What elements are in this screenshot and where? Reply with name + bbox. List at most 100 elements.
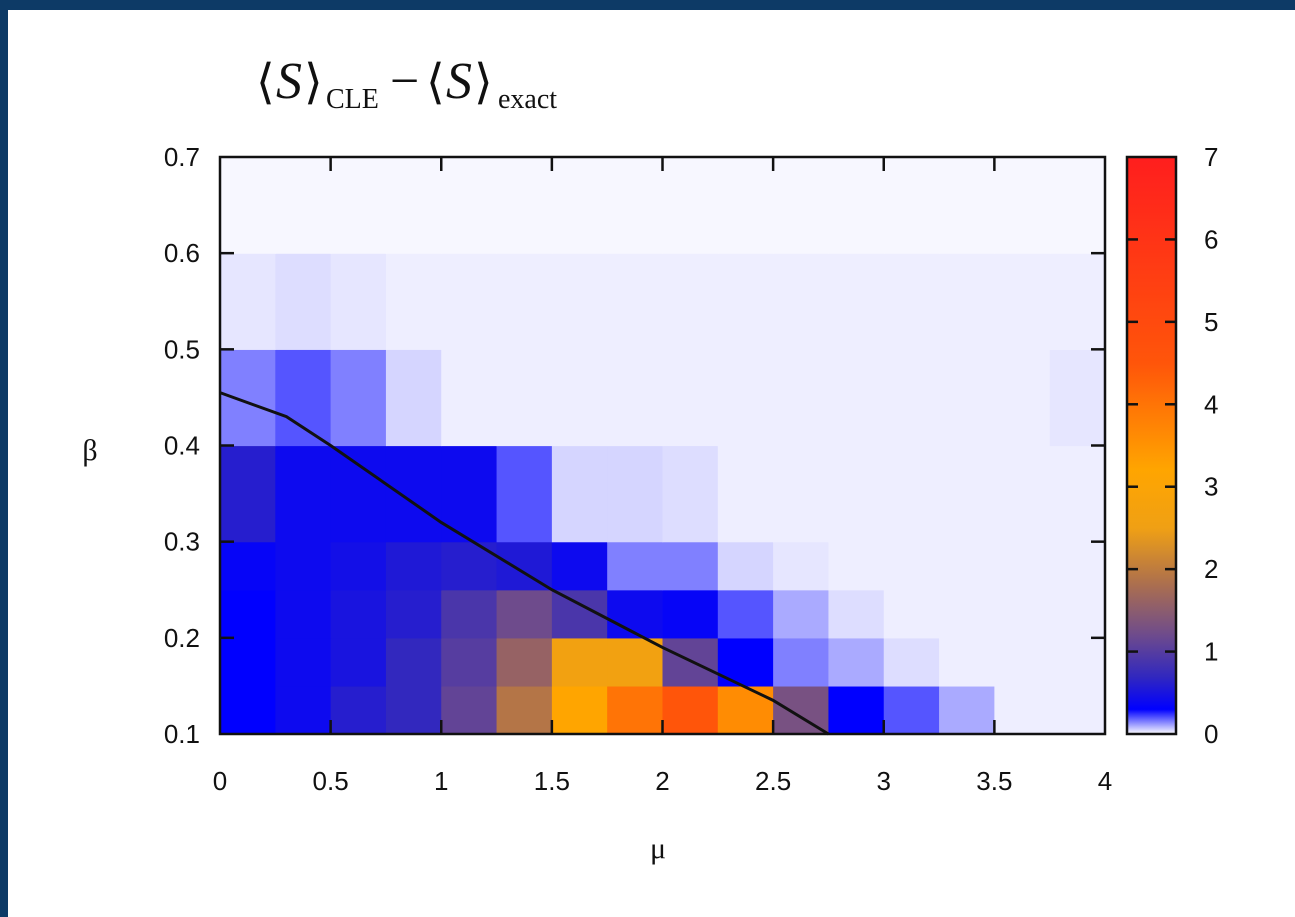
x-tick-label: 0 <box>213 766 227 796</box>
phase-boundary-line <box>219 391 830 736</box>
heatmap-cell <box>717 253 774 350</box>
heatmap-cell <box>441 589 498 639</box>
heatmap-cell <box>330 685 387 735</box>
colorbar-tick-label: 0 <box>1204 719 1218 749</box>
chart-frame: ⟨ S ⟩ CLE − ⟨ S ⟩ exact 0 0.5 1 1.5 2 2.5 3 3.5… <box>8 10 1295 917</box>
heatmap-cell <box>607 157 664 254</box>
title-minus: − <box>390 53 419 110</box>
heatmap-cell <box>883 253 940 350</box>
heatmap-cell <box>1049 589 1106 639</box>
heatmap-cell <box>441 541 498 591</box>
heatmap-cell <box>662 349 719 447</box>
heatmap-cell <box>662 541 719 591</box>
heatmap-cell <box>551 685 608 735</box>
heatmap-cell <box>994 589 1051 639</box>
heatmap-cell <box>220 349 276 447</box>
heatmap-cell <box>496 349 553 447</box>
heatmap-cell <box>939 445 995 543</box>
heatmap-cell <box>607 685 664 735</box>
colorbar-tick-label: 4 <box>1204 389 1218 419</box>
heatmap-cell <box>828 685 885 735</box>
heatmap-cell <box>662 445 719 543</box>
heatmap-cell <box>441 157 498 254</box>
heatmap-cell <box>662 589 719 639</box>
heatmap-cell <box>385 253 442 350</box>
heatmap-cell <box>220 637 276 687</box>
heatmap-cell <box>994 157 1051 254</box>
heatmap-cell <box>330 445 387 543</box>
heatmap-cell <box>994 253 1051 350</box>
x-axis-label: μ <box>650 832 666 865</box>
axis-ticks <box>220 157 1105 734</box>
x-tick-label: 3 <box>877 766 891 796</box>
heatmap-cell <box>496 445 553 543</box>
heatmap-cell <box>607 589 664 639</box>
x-tick-labels: 0 0.5 1 1.5 2 2.5 3 3.5 4 <box>213 766 1112 796</box>
heatmap-cell <box>275 541 332 591</box>
heatmap-cell <box>717 157 774 254</box>
heatmap-cell <box>220 589 276 639</box>
heatmap-cell <box>883 637 940 687</box>
heatmap-cell <box>385 445 442 543</box>
heatmap-cell <box>773 685 830 735</box>
heatmap-cell <box>496 253 553 350</box>
heatmap-cell <box>551 157 608 254</box>
heatmap-cell <box>441 253 498 350</box>
heatmap-cell <box>496 589 553 639</box>
heatmap-cell <box>994 541 1051 591</box>
heatmap-cell <box>220 541 276 591</box>
heatmap-cell <box>939 541 995 591</box>
colorbar-tick-label: 7 <box>1204 142 1218 172</box>
colorbar-ticks <box>1127 238 1176 653</box>
heatmap-cell <box>385 637 442 687</box>
heatmap-cell <box>717 541 774 591</box>
heatmap-cell <box>330 589 387 639</box>
heatmap-cell <box>385 157 442 254</box>
heatmap-cell <box>662 253 719 350</box>
heatmap-cell <box>385 349 442 447</box>
heatmap-cell <box>1049 541 1106 591</box>
heatmap-cell <box>883 589 940 639</box>
heatmap-cell <box>220 253 276 350</box>
heatmap-cells <box>220 157 1106 735</box>
heatmap-cell <box>330 157 387 254</box>
y-tick-labels: 0.1 0.2 0.3 0.4 0.5 0.6 0.7 <box>164 142 200 749</box>
heatmap-cell <box>1049 349 1106 447</box>
heatmap-cell <box>275 349 332 447</box>
heatmap-cell <box>385 589 442 639</box>
heatmap-cell <box>883 157 940 254</box>
heatmap-cell <box>607 637 664 687</box>
y-tick-label: 0.7 <box>164 142 200 172</box>
y-tick-label: 0.1 <box>164 719 200 749</box>
x-tick-label: 2 <box>655 766 669 796</box>
y-tick-label: 0.2 <box>164 623 200 653</box>
y-tick-label: 0.4 <box>164 431 200 461</box>
heatmap-cell <box>496 541 553 591</box>
heatmap-cell <box>496 685 553 735</box>
title-angle-close-2: ⟩ <box>474 56 493 109</box>
heatmap-cell <box>1049 253 1106 350</box>
heatmap-cell <box>441 685 498 735</box>
heatmap-cell <box>275 685 332 735</box>
heatmap-cell <box>883 541 940 591</box>
heatmap-cell <box>496 157 553 254</box>
heatmap-cell <box>330 541 387 591</box>
heatmap-cell <box>496 637 553 687</box>
heatmap-cell <box>939 685 995 735</box>
heatmap-cell <box>385 685 442 735</box>
y-axis-label: β <box>82 434 97 467</box>
colorbar-tick-label: 1 <box>1204 637 1218 667</box>
colorbar-tick-label: 5 <box>1204 307 1218 337</box>
y-tick-label: 0.6 <box>164 238 200 268</box>
heatmap-cell <box>828 349 885 447</box>
heatmap-cell <box>607 349 664 447</box>
colorbar-tick-labels: 0 1 2 3 4 5 6 7 <box>1204 142 1218 749</box>
heatmap-cell <box>939 349 995 447</box>
heatmap-cell <box>275 589 332 639</box>
colorbar-tick-label: 2 <box>1204 554 1218 584</box>
heatmap-cell <box>275 637 332 687</box>
heatmap-cell <box>607 253 664 350</box>
title-angle-open-1: ⟨ <box>256 56 275 109</box>
heatmap-cell <box>330 637 387 687</box>
heatmap-cell <box>939 637 995 687</box>
